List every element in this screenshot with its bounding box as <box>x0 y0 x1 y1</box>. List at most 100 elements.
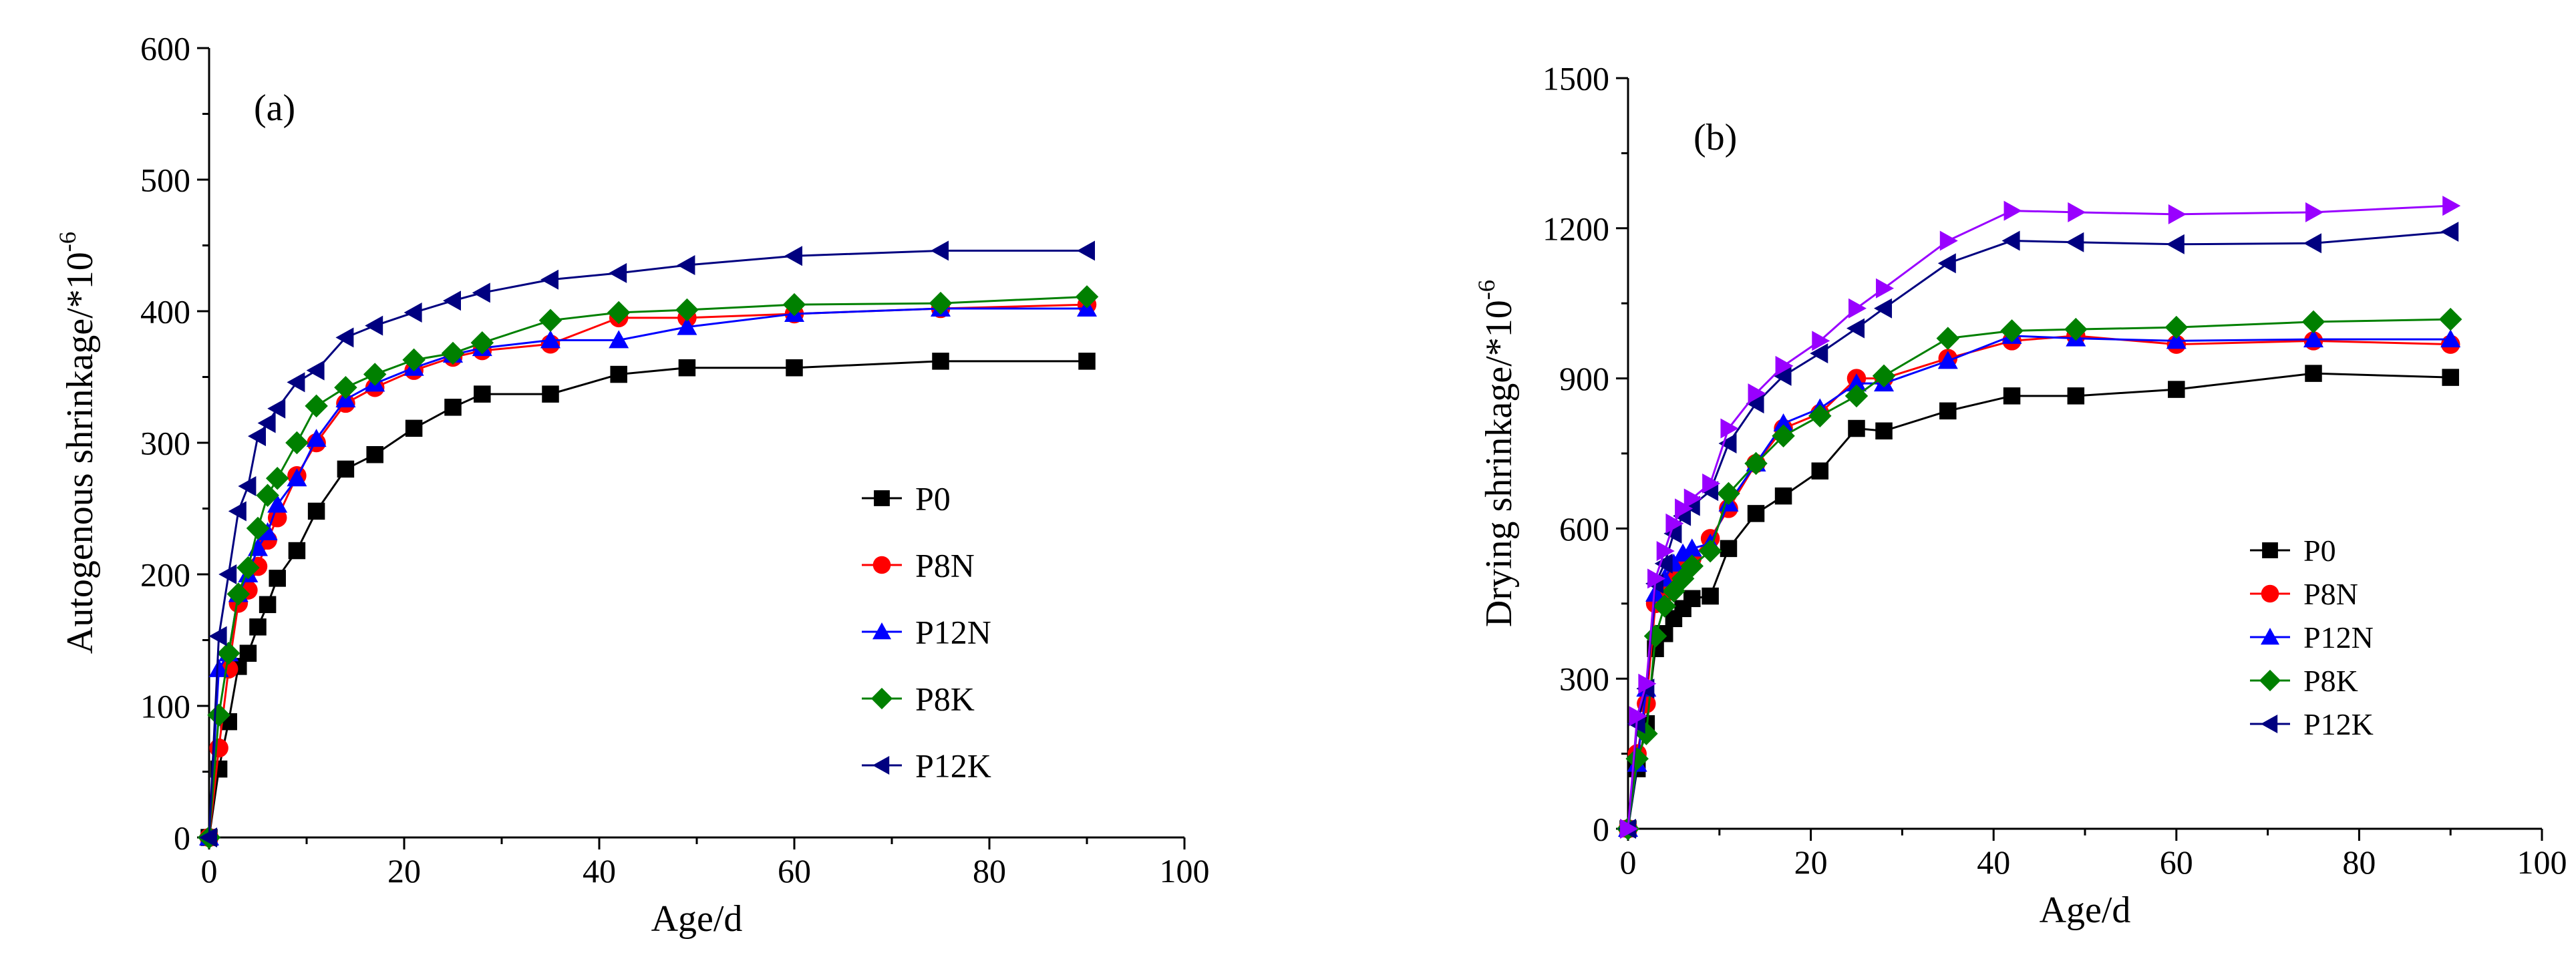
data-point <box>1702 587 1719 605</box>
x-tick-label: 20 <box>1794 843 1828 881</box>
data-point <box>441 341 465 365</box>
data-point <box>1075 285 1099 309</box>
data-point <box>931 240 949 261</box>
y-tick-label: 1200 <box>1543 210 1609 247</box>
data-point <box>365 315 383 336</box>
y-axis-label-main: Autogenous shrinkage/*10 <box>59 252 101 654</box>
legend-label: P0 <box>2303 534 2336 568</box>
data-point <box>1744 451 1768 475</box>
data-point <box>1654 553 1673 574</box>
y-tick-label: 600 <box>140 30 190 67</box>
data-point <box>257 413 276 433</box>
data-point <box>2166 331 2187 349</box>
data-point <box>265 466 289 490</box>
legend-label: P8N <box>2303 577 2358 611</box>
data-point <box>208 626 227 646</box>
x-tick-label: 80 <box>2342 843 2376 881</box>
legend-label: P12N <box>915 614 991 651</box>
series-p0 <box>200 353 1096 846</box>
data-point <box>1811 462 1829 480</box>
data-point <box>259 596 277 614</box>
data-point <box>335 327 354 348</box>
data-point <box>1937 253 1956 274</box>
chart-b: 0 300 600 900 1200 1500 0 20 40 60 80 100 Age/d Dryin… <box>1473 60 2567 932</box>
data-point <box>216 641 240 665</box>
legend-marker <box>872 556 891 574</box>
data-point <box>1748 383 1766 404</box>
data-point <box>1846 318 1865 339</box>
data-point <box>334 376 357 399</box>
y-axis-label-main: Drying shrinkage/*10 <box>1478 300 1520 627</box>
data-point <box>1875 422 1893 440</box>
data-point <box>2168 381 2185 398</box>
legend-label: P0 <box>915 480 951 518</box>
data-point <box>287 468 307 487</box>
data-point <box>402 348 426 372</box>
x-tick-label: 80 <box>973 852 1006 890</box>
data-point <box>236 556 260 580</box>
data-point <box>208 658 229 677</box>
data-point <box>929 291 953 315</box>
data-point <box>1683 488 1702 509</box>
legend-marker <box>874 490 890 506</box>
data-point <box>540 330 560 349</box>
legend-label: P12K <box>915 747 991 785</box>
data-point <box>786 359 803 377</box>
x-tick-label: 60 <box>778 852 811 890</box>
y-tick-label: 500 <box>140 162 190 199</box>
data-point <box>405 419 423 437</box>
data-point <box>2001 230 2020 251</box>
legend-marker <box>2261 628 2279 645</box>
data-point <box>1773 365 1792 386</box>
data-point <box>2303 233 2321 254</box>
x-tick-label: 0 <box>1620 843 1637 881</box>
x-tick-label: 20 <box>387 852 421 890</box>
data-point <box>472 282 490 303</box>
legend-marker <box>2261 715 2278 733</box>
data-point <box>2064 317 2088 341</box>
data-point <box>1680 554 1704 578</box>
data-point <box>932 353 949 370</box>
data-point <box>239 644 257 662</box>
y-tick-label: 600 <box>1559 510 1609 548</box>
data-point <box>1848 298 1867 319</box>
data-point <box>1663 523 1682 544</box>
data-point <box>307 502 325 520</box>
data-point <box>1936 327 1960 350</box>
data-point <box>1937 351 1958 369</box>
data-point <box>1078 353 1096 370</box>
data-point <box>1698 539 1722 563</box>
data-point <box>678 359 696 377</box>
data-point <box>784 246 802 266</box>
data-point <box>2168 204 2187 224</box>
x-tick-label: 40 <box>1977 843 2010 881</box>
data-point <box>2067 387 2085 405</box>
data-point <box>2442 369 2459 386</box>
data-point <box>404 302 422 323</box>
panel-label: (a) <box>254 87 295 129</box>
data-point <box>1683 590 1701 608</box>
data-point <box>2438 307 2462 331</box>
data-point <box>306 360 325 381</box>
data-point <box>443 291 461 311</box>
x-tick-label: 0 <box>201 852 218 890</box>
data-point <box>2440 329 2461 348</box>
data-point <box>1720 540 1738 558</box>
legend-marker <box>2262 542 2278 558</box>
data-point <box>2068 202 2086 222</box>
y-tick-label: 100 <box>140 688 190 725</box>
data-point <box>306 429 327 447</box>
data-point <box>267 494 288 513</box>
data-point <box>1673 543 1694 562</box>
y-tick-label: 200 <box>140 556 190 594</box>
data-point <box>248 426 266 447</box>
data-point <box>675 298 699 322</box>
data-point <box>366 445 383 463</box>
data-point <box>609 330 629 349</box>
y-axis-label-exponent: -6 <box>54 232 81 252</box>
data-point <box>1718 433 1737 454</box>
data-point <box>1774 487 1792 505</box>
data-point <box>2301 310 2325 334</box>
y-axis-label-exponent: -6 <box>1473 280 1500 300</box>
